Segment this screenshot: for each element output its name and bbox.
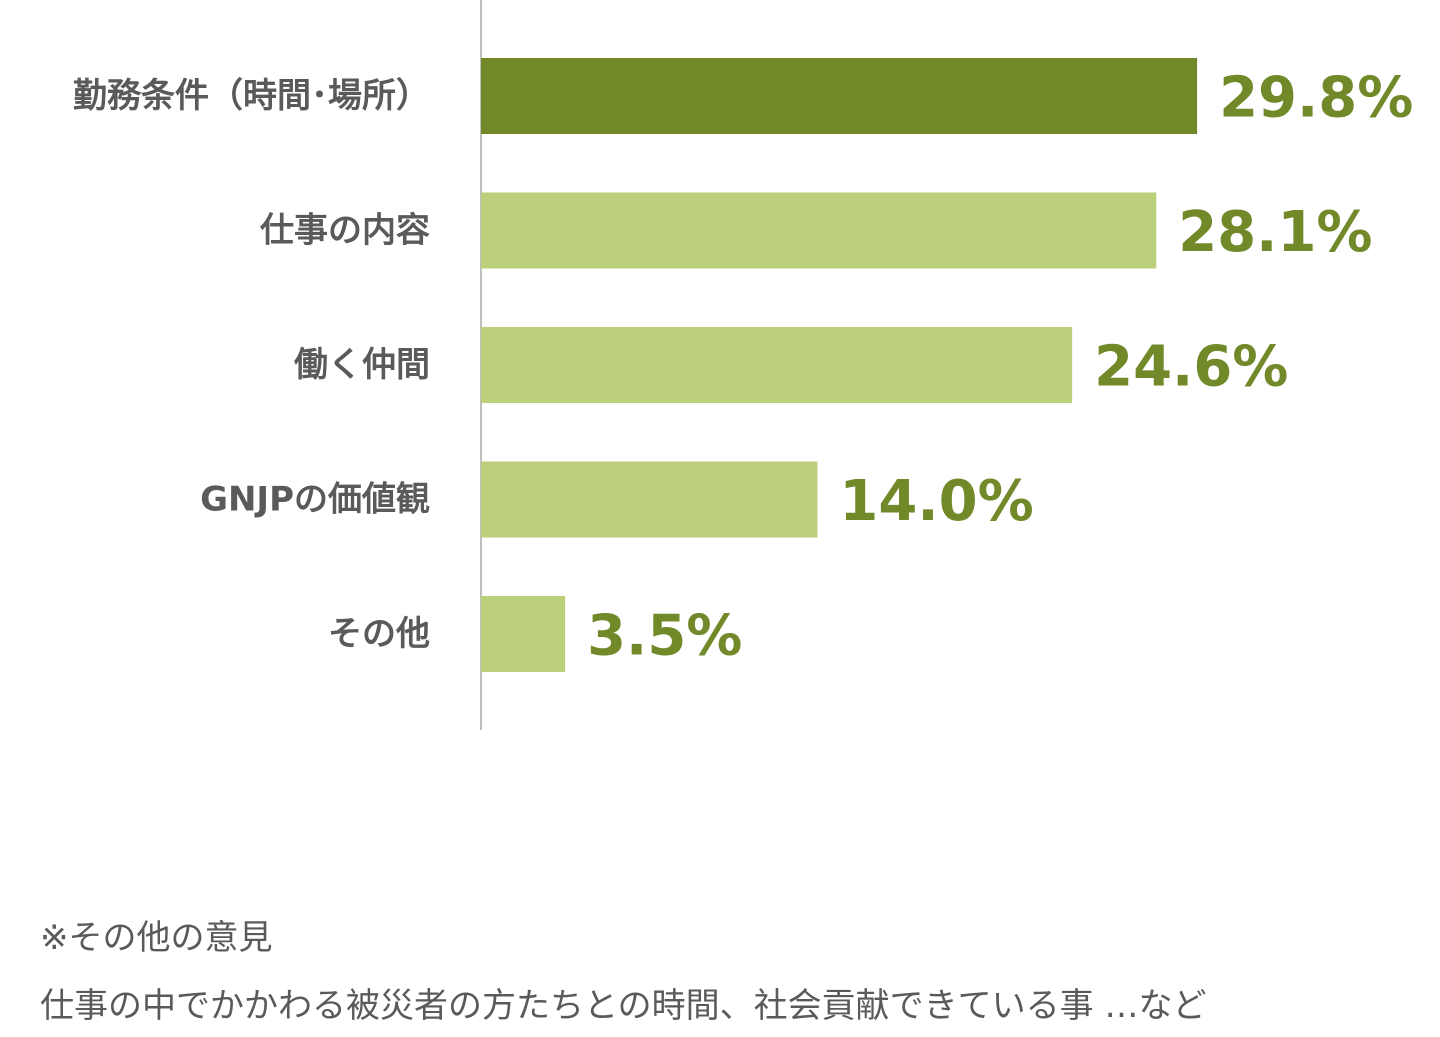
value-label-2: 24.6% xyxy=(1094,335,1288,400)
category-label-4: その他 xyxy=(328,614,430,654)
category-label-1: 仕事の内容 xyxy=(260,211,430,251)
bar-0 xyxy=(481,58,1198,134)
bar-2 xyxy=(481,327,1073,403)
bar-chart: 勤務条件（時間･場所） 29.8% 仕事の内容 28.1% 働く仲間 24.6% GNJPの… xyxy=(73,0,1413,730)
note-body: 仕事の中でかかわる被災者の方たちとの時間、社会貢献できている事 …など xyxy=(40,986,1207,1026)
category-label-0: 勤務条件（時間･場所） xyxy=(73,76,430,116)
bar-4 xyxy=(481,596,566,672)
value-label-0: 29.8% xyxy=(1219,66,1413,131)
bar-3 xyxy=(481,461,818,538)
bars-layer: 勤務条件（時間･場所） 29.8% 仕事の内容 28.1% 働く仲間 24.6% GNJPの… xyxy=(73,58,1413,672)
value-label-4: 3.5% xyxy=(587,604,742,669)
value-label-3: 14.0% xyxy=(839,469,1033,534)
value-label-1: 28.1% xyxy=(1178,200,1372,265)
bar-1 xyxy=(481,192,1157,269)
note-heading: ※その他の意見 xyxy=(40,918,273,958)
category-label-2: 働く仲間 xyxy=(294,345,430,385)
category-label-3: GNJPの価値観 xyxy=(200,480,430,520)
